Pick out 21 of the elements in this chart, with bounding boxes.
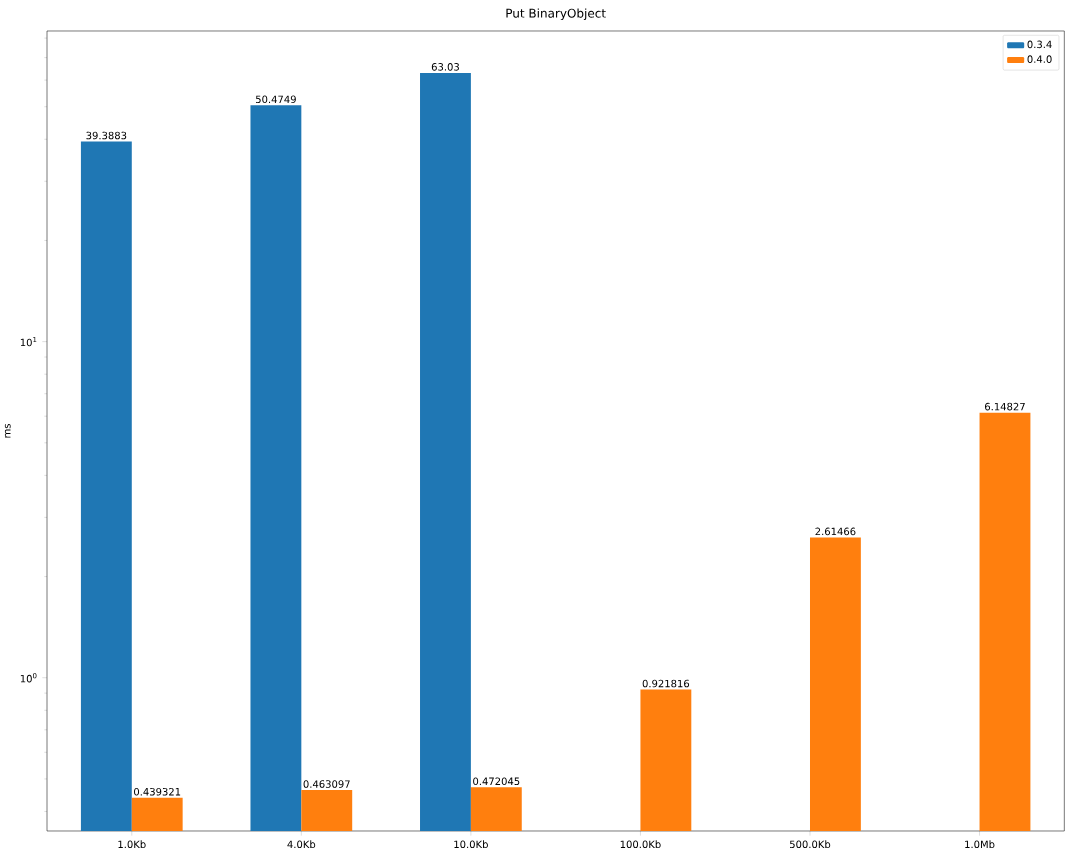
data-label: 50.4749	[256, 95, 296, 104]
y-axis-title: ms	[4, 424, 11, 438]
data-label: 2.61466	[815, 527, 856, 536]
y-tick-label: 10$^{0}$	[20, 673, 37, 683]
x-tick-label: 1.0Mb	[965, 840, 995, 849]
x-tick-label: 1.0Kb	[118, 840, 146, 849]
legend-label: 0.4.0	[1027, 55, 1052, 63]
legend-label: 0.3.4	[1027, 40, 1052, 49]
x-tick-label: 4.0Kb	[287, 840, 316, 849]
data-label: 0.463097	[303, 780, 350, 788]
y-tick-label: 10$^{1}$	[20, 337, 37, 347]
data-label: 39.3883	[86, 131, 127, 140]
x-tick-label: 500.0Kb	[790, 840, 831, 849]
data-label: 6.14827	[984, 402, 1025, 411]
x-tick-label: 100.0Kb	[620, 840, 661, 849]
data-label: 0.921816	[642, 679, 690, 688]
chart-title: Put BinaryObject	[506, 8, 606, 21]
x-tick-label: 10.0Kb	[454, 840, 488, 849]
data-label: 0.439321	[134, 787, 181, 796]
data-label: 0.472045	[473, 777, 520, 786]
data-label: 63.03	[431, 63, 459, 71]
